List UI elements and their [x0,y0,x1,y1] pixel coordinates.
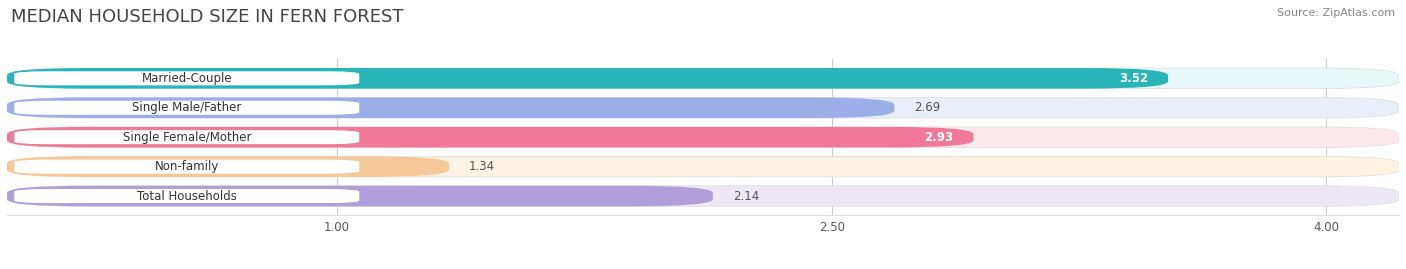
FancyBboxPatch shape [7,156,1399,177]
FancyBboxPatch shape [14,159,360,174]
Text: Total Households: Total Households [136,190,236,203]
FancyBboxPatch shape [7,127,973,147]
Text: Source: ZipAtlas.com: Source: ZipAtlas.com [1277,8,1395,18]
Text: 2.69: 2.69 [914,101,941,114]
FancyBboxPatch shape [7,156,449,177]
Text: Married-Couple: Married-Couple [142,72,232,85]
FancyBboxPatch shape [7,68,1168,89]
Text: Non-family: Non-family [155,160,219,173]
Text: 3.52: 3.52 [1119,72,1149,85]
FancyBboxPatch shape [7,127,1399,147]
FancyBboxPatch shape [7,97,894,118]
FancyBboxPatch shape [7,186,713,206]
FancyBboxPatch shape [7,186,1399,206]
Text: Single Female/Mother: Single Female/Mother [122,131,252,144]
FancyBboxPatch shape [7,97,1399,118]
Text: Single Male/Father: Single Male/Father [132,101,242,114]
FancyBboxPatch shape [7,68,1399,89]
FancyBboxPatch shape [14,70,360,86]
FancyBboxPatch shape [14,129,360,145]
Text: 2.93: 2.93 [925,131,953,144]
FancyBboxPatch shape [14,100,360,115]
Text: MEDIAN HOUSEHOLD SIZE IN FERN FOREST: MEDIAN HOUSEHOLD SIZE IN FERN FOREST [11,8,404,26]
FancyBboxPatch shape [14,188,360,204]
Text: 2.14: 2.14 [733,190,759,203]
Text: 1.34: 1.34 [468,160,495,173]
